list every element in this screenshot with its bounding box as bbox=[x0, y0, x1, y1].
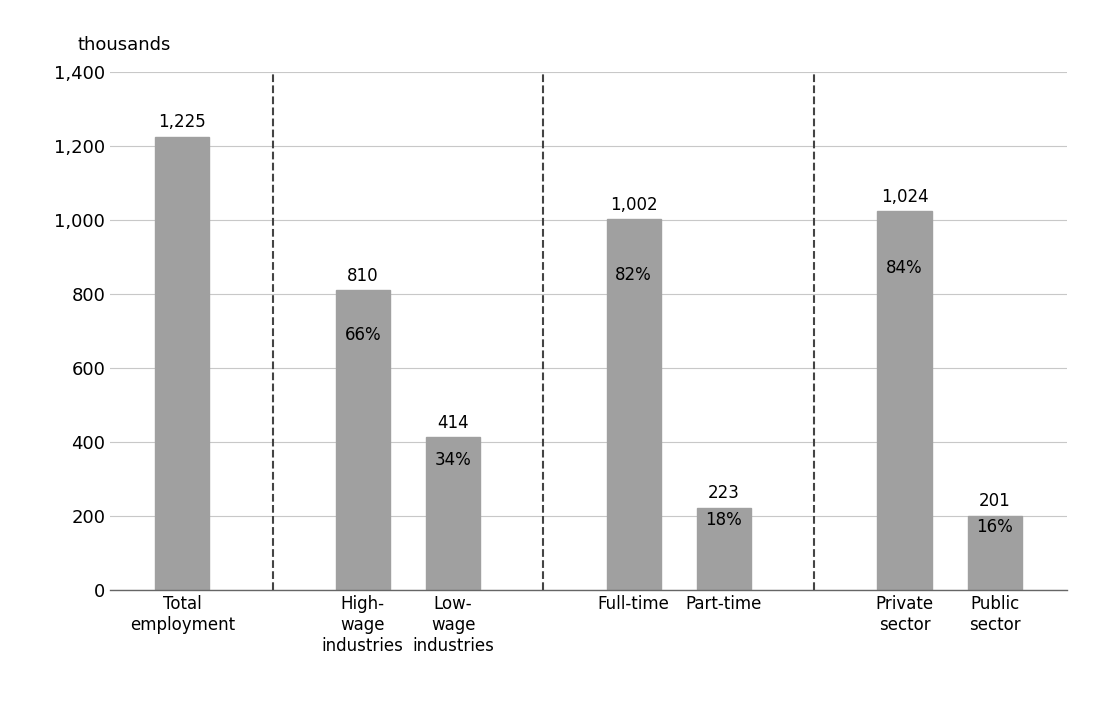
Bar bbox=[336, 290, 389, 590]
Bar bbox=[878, 211, 932, 590]
Text: 223: 223 bbox=[708, 485, 740, 503]
Text: 82%: 82% bbox=[615, 266, 652, 284]
Text: 201: 201 bbox=[979, 492, 1011, 510]
Bar bbox=[606, 220, 661, 590]
Text: 34%: 34% bbox=[434, 451, 472, 469]
Bar bbox=[696, 508, 751, 590]
Text: 1,024: 1,024 bbox=[881, 188, 928, 206]
Text: 84%: 84% bbox=[887, 259, 923, 277]
Text: 16%: 16% bbox=[977, 518, 1013, 536]
Bar bbox=[426, 437, 481, 590]
Text: thousands: thousands bbox=[77, 36, 170, 54]
Text: 66%: 66% bbox=[344, 326, 381, 344]
Text: 1,002: 1,002 bbox=[609, 196, 658, 214]
Bar bbox=[968, 516, 1022, 590]
Text: 414: 414 bbox=[438, 413, 469, 431]
Text: 18%: 18% bbox=[705, 511, 742, 529]
Bar bbox=[155, 137, 209, 590]
Text: 1,225: 1,225 bbox=[158, 113, 206, 131]
Text: 810: 810 bbox=[346, 267, 378, 285]
